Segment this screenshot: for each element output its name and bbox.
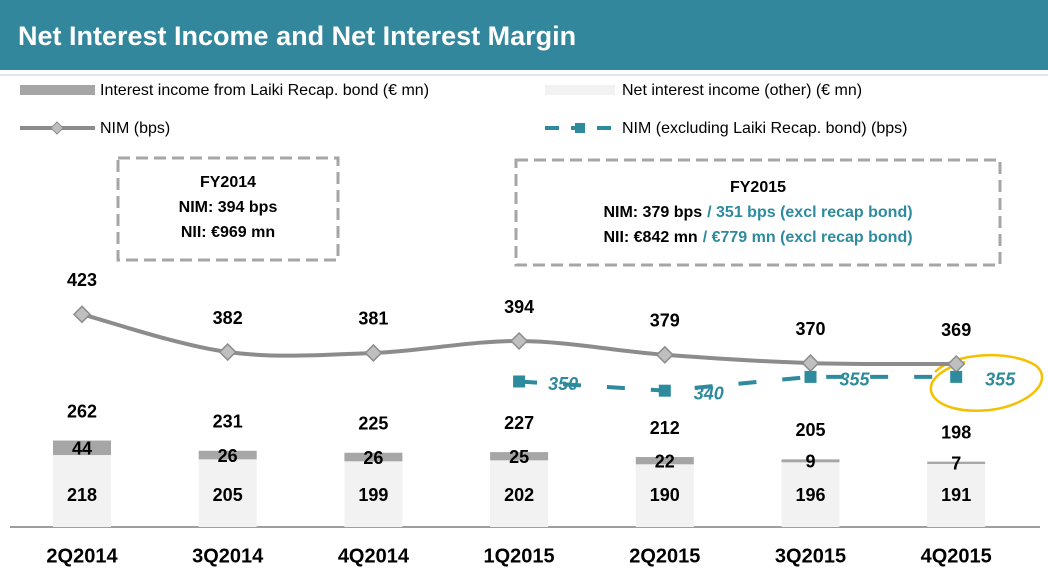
line-label: 369 <box>941 320 971 340</box>
annotation-text: NIM: 379 bps <box>603 204 702 221</box>
data-label: 196 <box>795 485 825 505</box>
annotation-title: FY2015 <box>730 179 786 196</box>
line-label: 379 <box>650 311 680 331</box>
line-label: 340 <box>694 383 724 403</box>
bar-segment <box>490 460 549 527</box>
line-label: 370 <box>795 319 825 339</box>
annotation-text: NIM: 394 bps <box>179 199 278 216</box>
x-tick-label: 2Q2015 <box>629 545 700 567</box>
total-label: 212 <box>650 418 680 438</box>
line-label: 355 <box>985 370 1016 390</box>
bar-segment <box>927 463 986 527</box>
total-label: 262 <box>67 401 97 421</box>
line-series <box>518 374 957 393</box>
legend-swatch <box>545 85 615 95</box>
fy2015-box <box>514 158 1002 267</box>
data-label: 26 <box>218 446 238 466</box>
bar-segment <box>53 455 111 527</box>
annotation-text: NII: €842 mn <box>603 229 697 246</box>
line-marker <box>801 354 820 373</box>
line-label: 382 <box>213 308 243 328</box>
total-label: 225 <box>358 414 388 434</box>
chart-title: Net Interest Income and Net Interest Mar… <box>18 21 576 51</box>
bar-segment <box>344 452 403 462</box>
legend-marker <box>50 121 64 135</box>
annotation-line: NIM: 379 bps / 351 bps (excl recap bond) <box>603 204 912 221</box>
line-marker <box>72 305 92 324</box>
bar-segment <box>635 464 694 527</box>
x-tick-label: 3Q2014 <box>192 545 264 567</box>
highlight-circle <box>929 353 1044 412</box>
x-tick-label: 1Q2015 <box>484 545 555 567</box>
line-marker <box>510 331 529 351</box>
data-label: 25 <box>509 447 529 467</box>
bar-segment <box>490 452 549 461</box>
x-tick-label: 3Q2015 <box>775 545 846 567</box>
fy2014-box <box>116 156 340 262</box>
bar-segment <box>635 457 694 465</box>
line-marker <box>364 343 383 363</box>
data-label: 9 <box>805 452 815 472</box>
data-label: 205 <box>213 485 243 505</box>
line-marker <box>655 345 674 364</box>
legend-label: Net interest income (other) (€ mn) <box>622 82 862 99</box>
data-label: 7 <box>951 454 961 474</box>
line-label: 350 <box>548 374 578 394</box>
data-label: 44 <box>72 439 92 459</box>
line-marker <box>658 384 671 397</box>
annotation-line: NIM: 394 bps <box>179 199 278 216</box>
line-label: 355 <box>839 370 870 390</box>
data-label: 218 <box>67 485 97 505</box>
bar-segment <box>781 462 840 527</box>
bar-segment <box>53 440 111 456</box>
bar-segment <box>781 459 840 463</box>
data-label: 190 <box>650 485 680 505</box>
legend-label: NIM (excluding Laiki Recap. bond) (bps) <box>622 120 907 137</box>
legend-label: NIM (bps) <box>100 120 170 137</box>
total-label: 227 <box>504 413 534 433</box>
x-tick-label: 4Q2014 <box>338 545 410 567</box>
bar-segment <box>344 461 403 527</box>
total-label: 198 <box>941 422 971 442</box>
line-label: 423 <box>67 270 97 290</box>
line-label: 394 <box>504 297 534 317</box>
bar-segment <box>198 459 257 527</box>
line-marker <box>950 370 963 383</box>
data-label: 26 <box>363 448 383 468</box>
annotation-note: / €779 mn (excl recap bond) <box>703 229 913 246</box>
legend-label: Interest income from Laiki Recap. bond (… <box>100 82 429 99</box>
annotation-line: NII: €969 mn <box>181 224 275 241</box>
data-label: 199 <box>358 485 388 505</box>
bar-segment <box>927 461 986 464</box>
total-label: 205 <box>795 420 825 440</box>
annotation-line: NII: €842 mn / €779 mn (excl recap bond) <box>603 229 912 246</box>
data-label: 202 <box>504 485 534 505</box>
legend-marker <box>575 123 585 133</box>
line-marker <box>218 342 237 362</box>
annotation-text: NII: €969 mn <box>181 224 275 241</box>
total-label: 231 <box>213 412 243 432</box>
data-label: 191 <box>941 485 971 505</box>
x-tick-label: 2Q2014 <box>46 545 118 567</box>
line-marker <box>513 375 526 388</box>
legend-swatch <box>20 85 95 95</box>
annotation-note: / 351 bps (excl recap bond) <box>707 204 912 221</box>
line-marker <box>804 370 817 383</box>
annotation-title: FY2014 <box>200 174 256 191</box>
bar-segment <box>198 450 257 460</box>
x-tick-label: 4Q2015 <box>921 545 992 567</box>
data-label: 22 <box>655 451 675 471</box>
line-label: 381 <box>358 309 388 329</box>
header-band <box>0 0 1048 70</box>
